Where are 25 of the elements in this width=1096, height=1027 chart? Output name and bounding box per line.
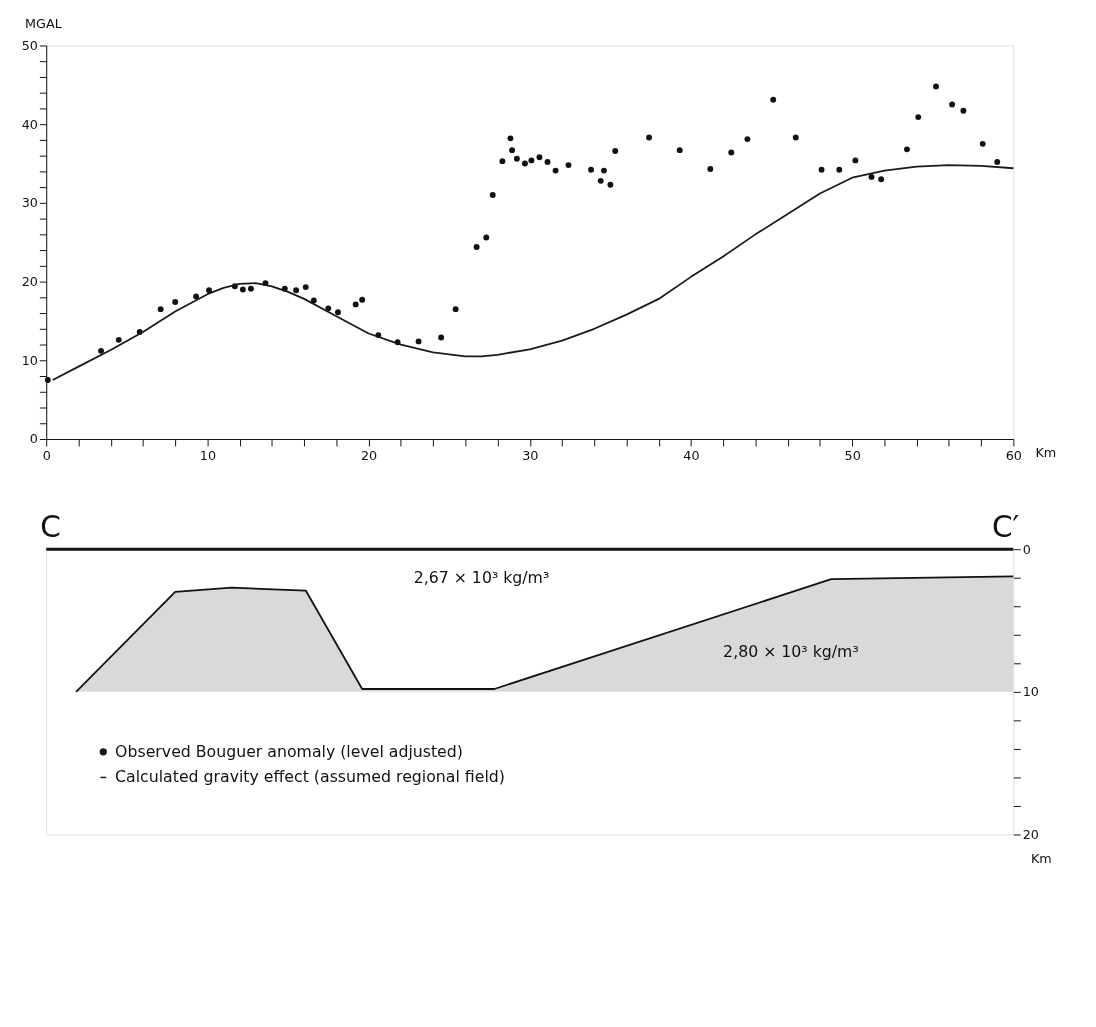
legend-label: Calculated gravity effect (assumed regional field) <box>115 767 505 787</box>
x-axis-title: Km <box>1035 445 1057 461</box>
x-tick-label: 10 <box>199 448 217 464</box>
y-tick-label: 20 <box>1022 826 1039 842</box>
y-tick-label: 10 <box>21 352 38 368</box>
y-tick-label: 0 <box>1022 541 1031 557</box>
text: C′ <box>991 510 1020 545</box>
y-tick-label: 20 <box>21 274 38 290</box>
x-tick-label: 50 <box>844 448 861 464</box>
text: C <box>40 510 61 545</box>
legend-label: Observed Bouguer anomaly (level adjusted) <box>115 741 463 761</box>
x-tick-label: 30 <box>522 448 539 464</box>
annotation: 2,80 × 10³ kg/m³ <box>723 641 859 661</box>
y-axis-title: MGAL <box>25 16 63 32</box>
y-tick-label: 30 <box>21 195 38 211</box>
y-tick-label: 50 <box>21 37 38 53</box>
y-tick-label: 0 <box>29 431 38 447</box>
y-tick-label: 10 <box>1022 684 1039 700</box>
annotation: 2,67 × 10³ kg/m³ <box>413 567 550 587</box>
x-tick-label: 20 <box>360 448 378 464</box>
x-tick-label: 40 <box>683 448 700 464</box>
x-tick-label: 60 <box>1005 448 1022 464</box>
x-tick-label: 0 <box>42 448 51 464</box>
y-tick-label: 40 <box>21 116 38 132</box>
y-axis-title: Km <box>1030 850 1052 866</box>
